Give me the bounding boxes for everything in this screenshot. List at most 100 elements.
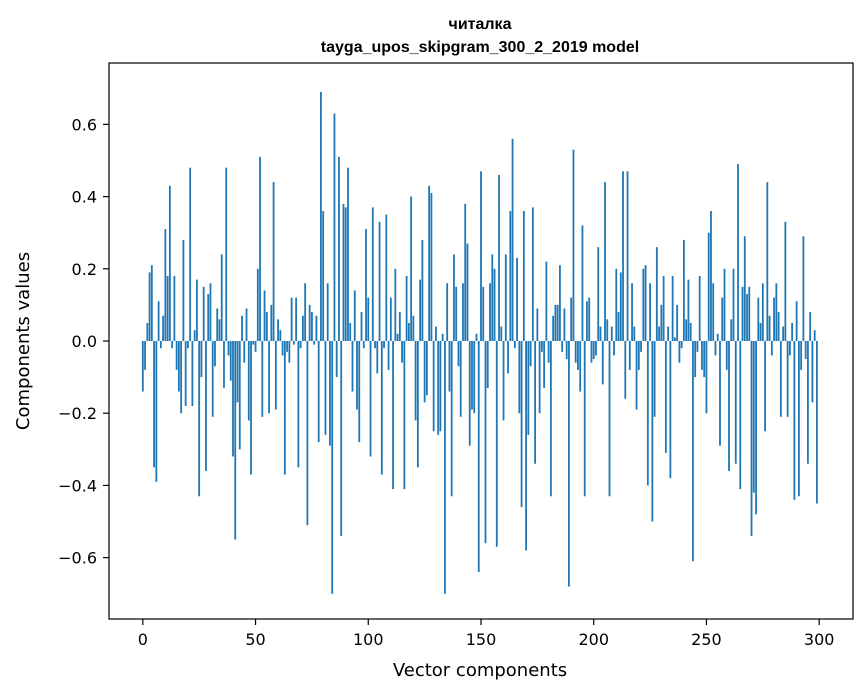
- bar-54: [263, 290, 266, 341]
- bar-34: [218, 319, 221, 341]
- bar-262: [732, 268, 735, 341]
- bar-239: [680, 341, 683, 349]
- bar-175: [536, 308, 539, 341]
- bar-211: [617, 312, 620, 341]
- bar-256: [719, 341, 721, 446]
- bar-287: [788, 341, 791, 356]
- bar-250: [705, 341, 708, 414]
- bar-293: [802, 236, 805, 341]
- bar-289: [793, 341, 796, 500]
- bar-146: [471, 341, 473, 410]
- bar-39: [229, 341, 232, 381]
- bar-33: [216, 308, 219, 341]
- bar-232: [664, 341, 667, 453]
- bar-122: [416, 341, 419, 468]
- x-tick-label: 100: [353, 630, 384, 649]
- bar-164: [511, 138, 514, 341]
- bar-78: [317, 341, 320, 443]
- bar-270: [750, 341, 753, 536]
- bar-217: [631, 283, 633, 341]
- bar-0: [141, 341, 144, 392]
- x-tick-label: 50: [245, 630, 265, 649]
- bar-158: [498, 174, 500, 341]
- bar-235: [671, 276, 674, 341]
- bar-196: [583, 341, 586, 497]
- bar-200: [592, 341, 595, 360]
- bar-70: [299, 341, 302, 349]
- bar-168: [520, 341, 523, 508]
- bar-178: [543, 341, 546, 388]
- bar-286: [786, 341, 789, 417]
- bar-149: [477, 341, 480, 573]
- bar-236: [673, 337, 676, 341]
- bar-243: [689, 322, 692, 341]
- bar-269: [748, 286, 751, 341]
- bar-25: [198, 341, 201, 497]
- bar-157: [495, 341, 498, 547]
- bar-60: [277, 319, 279, 341]
- bar-98: [362, 341, 365, 349]
- bar-93: [351, 341, 354, 392]
- bar-38: [227, 341, 230, 356]
- bar-185: [559, 265, 561, 341]
- bar-83: [329, 341, 331, 446]
- bar-53: [261, 341, 264, 417]
- bar-45: [243, 341, 246, 363]
- bar-197: [586, 301, 588, 341]
- bar-248: [701, 341, 703, 370]
- bar-91: [347, 167, 349, 341]
- bar-3: [148, 272, 151, 341]
- bar-18: [182, 239, 185, 341]
- bar-224: [646, 341, 649, 486]
- bar-280: [773, 297, 775, 341]
- bar-202: [597, 247, 600, 341]
- bar-23: [193, 330, 196, 341]
- bar-213: [622, 171, 624, 341]
- bar-295: [807, 341, 809, 464]
- bar-147: [473, 341, 476, 414]
- bar-65: [288, 341, 291, 363]
- bar-266: [741, 286, 744, 341]
- bar-282: [777, 312, 780, 341]
- bar-68: [295, 297, 298, 341]
- bar-86: [335, 341, 338, 378]
- bar-76: [313, 341, 316, 345]
- bar-233: [667, 326, 670, 341]
- y-tick-label: −0.4: [58, 476, 97, 495]
- x-tick-label: 150: [466, 630, 497, 649]
- bar-210: [615, 268, 618, 341]
- bar-44: [241, 315, 243, 341]
- bar-11: [166, 276, 169, 341]
- bar-108: [385, 214, 388, 341]
- y-tick-label: −0.2: [58, 404, 97, 423]
- bar-75: [311, 312, 313, 341]
- bar-192: [574, 341, 577, 363]
- bar-276: [764, 341, 766, 432]
- bar-241: [685, 319, 688, 341]
- bar-272: [755, 341, 757, 515]
- bar-12: [168, 185, 171, 341]
- bar-100: [367, 297, 370, 341]
- bar-297: [811, 341, 814, 403]
- chart-title: читалка: [449, 16, 512, 33]
- bar-132: [439, 341, 442, 432]
- bar-212: [619, 272, 622, 341]
- bar-253: [712, 283, 715, 341]
- bar-221: [640, 341, 642, 352]
- bar-273: [757, 297, 760, 341]
- bar-126: [425, 341, 428, 396]
- x-tick-label: 250: [691, 630, 722, 649]
- bar-135: [446, 283, 449, 341]
- bar-278: [768, 315, 771, 341]
- bar-1: [144, 341, 146, 370]
- bar-128: [430, 192, 433, 341]
- bar-117: [405, 276, 408, 341]
- bar-237: [676, 304, 679, 341]
- bar-80: [322, 211, 325, 341]
- bar-291: [797, 341, 800, 497]
- bar-194: [579, 341, 582, 392]
- bar-32: [214, 341, 216, 367]
- bar-156: [493, 268, 496, 341]
- bar-180: [547, 341, 550, 363]
- bar-22: [191, 341, 194, 406]
